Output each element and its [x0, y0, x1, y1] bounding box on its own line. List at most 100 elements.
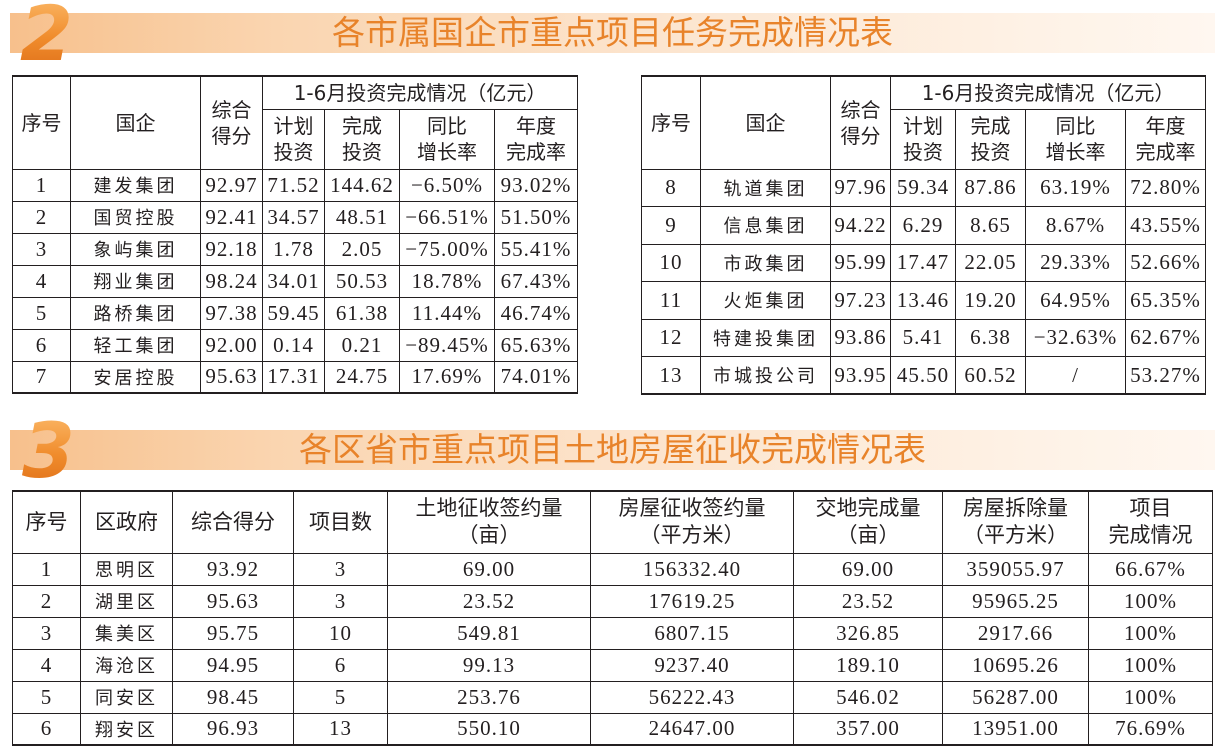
cell-company: 安居控股: [70, 360, 201, 394]
cell-plan-investment: 71.52: [262, 168, 325, 202]
cell-completed-investment: 22.05: [955, 243, 1026, 282]
cell-land-sign: 253.76: [387, 680, 591, 714]
cell-score: 93.92: [172, 552, 294, 586]
cell-no: 2: [12, 584, 81, 618]
table-row: 9 信息集团 94.22 6.29 8.65 8.67% 43.55%: [641, 206, 1207, 245]
cell-annual-completion: 93.02%: [493, 168, 579, 202]
cell-completion: 100%: [1088, 584, 1213, 618]
header-plan: 计划 投资: [890, 108, 956, 170]
cell-score: 93.95: [830, 356, 891, 395]
cell-completed-investment: 19.20: [955, 281, 1026, 320]
cell-company: 国贸控股: [70, 200, 201, 234]
cell-yoy-growth: /: [1025, 356, 1126, 395]
cell-score: 97.96: [830, 168, 891, 207]
cell-land-handover: 23.52: [793, 584, 943, 618]
header-score: 综合 得分: [200, 75, 263, 170]
cell-plan-investment: 5.41: [890, 318, 956, 357]
cell-land-sign: 549.81: [387, 616, 591, 650]
cell-house-sign: 17619.25: [590, 584, 794, 618]
cell-score: 95.63: [200, 360, 263, 394]
header-no: 序号: [12, 75, 71, 170]
table-row: 1 建发集团 92.97 71.52 144.62 −6.50% 93.02%: [12, 168, 579, 202]
cell-annual-completion: 65.35%: [1124, 281, 1207, 320]
cell-project-count: 13: [293, 712, 388, 746]
cell-plan-investment: 45.50: [890, 356, 956, 395]
cell-no: 5: [12, 680, 81, 714]
cell-project-count: 3: [293, 552, 388, 586]
cell-house-sign: 156332.40: [590, 552, 794, 586]
table-row: 4 翔业集团 98.24 34.01 50.53 18.78% 67.43%: [12, 264, 579, 298]
cell-land-handover: 357.00: [793, 712, 943, 746]
cell-land-handover: 546.02: [793, 680, 943, 714]
header-completion: 项目 完成情况: [1088, 490, 1213, 554]
header-no: 序号: [12, 490, 81, 554]
cell-project-count: 6: [293, 648, 388, 682]
cell-score: 92.00: [200, 328, 263, 362]
cell-demolition: 13951.00: [942, 712, 1089, 746]
cell-yoy-growth: 8.67%: [1025, 206, 1126, 245]
header-done: 完成 投资: [324, 108, 400, 170]
table-row: 7 安居控股 95.63 17.31 24.75 17.69% 74.01%: [12, 360, 579, 394]
cell-demolition: 95965.25: [942, 584, 1089, 618]
table-body: 1 思明区 93.92 3 69.00 156332.40 69.00 359055.97 66…: [12, 552, 1213, 746]
table-body: 8 轨道集团 97.96 59.34 87.86 63.19% 72.80% 9 信息集团 94.…: [641, 168, 1207, 395]
cell-company: 轨道集团: [700, 168, 831, 207]
cell-land-sign: 69.00: [387, 552, 591, 586]
header-score: 综合得分: [172, 490, 294, 554]
cell-plan-investment: 59.34: [890, 168, 956, 207]
cell-no: 4: [12, 264, 71, 298]
cell-land-handover: 189.10: [793, 648, 943, 682]
table-row: 4 海沧区 94.95 6 99.13 9237.40 189.10 10695.26 100%: [12, 648, 1213, 682]
cell-company: 路桥集团: [70, 296, 201, 330]
table-row: 11 火炬集团 97.23 13.46 19.20 64.95% 65.35%: [641, 281, 1207, 320]
cell-company: 翔业集团: [70, 264, 201, 298]
cell-company: 轻工集团: [70, 328, 201, 362]
cell-no: 5: [12, 296, 71, 330]
header-investment-group: 1-6月投资完成情况（亿元）: [261, 75, 579, 110]
table-row: 13 市城投公司 93.95 45.50 60.52/53.27%: [641, 356, 1207, 395]
cell-completed-investment: 87.86: [955, 168, 1026, 207]
cell-district: 海沧区: [80, 648, 173, 682]
header-district: 区政府: [80, 490, 173, 554]
cell-district: 思明区: [80, 552, 173, 586]
cell-yoy-growth: 11.44%: [399, 296, 495, 330]
cell-district: 翔安区: [80, 712, 173, 746]
table-row: 1 思明区 93.92 3 69.00 156332.40 69.00 359055.97 66…: [12, 552, 1213, 586]
cell-no: 3: [12, 616, 81, 650]
cell-plan-investment: 6.29: [890, 206, 956, 245]
cell-no: 12: [641, 318, 701, 357]
header-no: 序号: [641, 75, 701, 170]
cell-yoy-growth: −32.63%: [1025, 318, 1126, 357]
cell-completed-investment: 48.51: [324, 200, 400, 234]
cell-district: 湖里区: [80, 584, 173, 618]
cell-no: 4: [12, 648, 81, 682]
cell-score: 95.63: [172, 584, 294, 618]
cell-annual-completion: 74.01%: [493, 360, 579, 394]
cell-project-count: 3: [293, 584, 388, 618]
cell-completion: 100%: [1088, 616, 1213, 650]
cell-plan-investment: 34.01: [262, 264, 325, 298]
cell-plan-investment: 17.31: [262, 360, 325, 394]
soe-investment-table-right: 序号 国企 综合 得分 1-6月投资完成情况（亿元） 计划 投资 完成 投资 同…: [641, 75, 1207, 395]
cell-yoy-growth: −66.51%: [399, 200, 495, 234]
cell-score: 92.97: [200, 168, 263, 202]
cell-plan-investment: 59.45: [262, 296, 325, 330]
cell-plan-investment: 34.57: [262, 200, 325, 234]
cell-company: 建发集团: [70, 168, 201, 202]
cell-annual-completion: 67.43%: [493, 264, 579, 298]
cell-land-handover: 69.00: [793, 552, 943, 586]
cell-plan-investment: 1.78: [262, 232, 325, 266]
cell-district: 集美区: [80, 616, 173, 650]
cell-annual-completion: 51.50%: [493, 200, 579, 234]
cell-plan-investment: 13.46: [890, 281, 956, 320]
cell-yoy-growth: 18.78%: [399, 264, 495, 298]
header-land-sign: 土地征收签约量 （亩）: [387, 490, 591, 554]
cell-completion: 100%: [1088, 648, 1213, 682]
table-row: 6 翔安区 96.93 13 550.10 24647.00 357.00 13951.00 7…: [12, 712, 1213, 746]
cell-house-sign: 9237.40: [590, 648, 794, 682]
table-body: 1 建发集团 92.97 71.52 144.62 −6.50% 93.02% 2 国贸控股 92…: [12, 168, 579, 394]
cell-company: 市政集团: [700, 243, 831, 282]
cell-completion: 100%: [1088, 680, 1213, 714]
cell-score: 97.23: [830, 281, 891, 320]
cell-demolition: 2917.66: [942, 616, 1089, 650]
